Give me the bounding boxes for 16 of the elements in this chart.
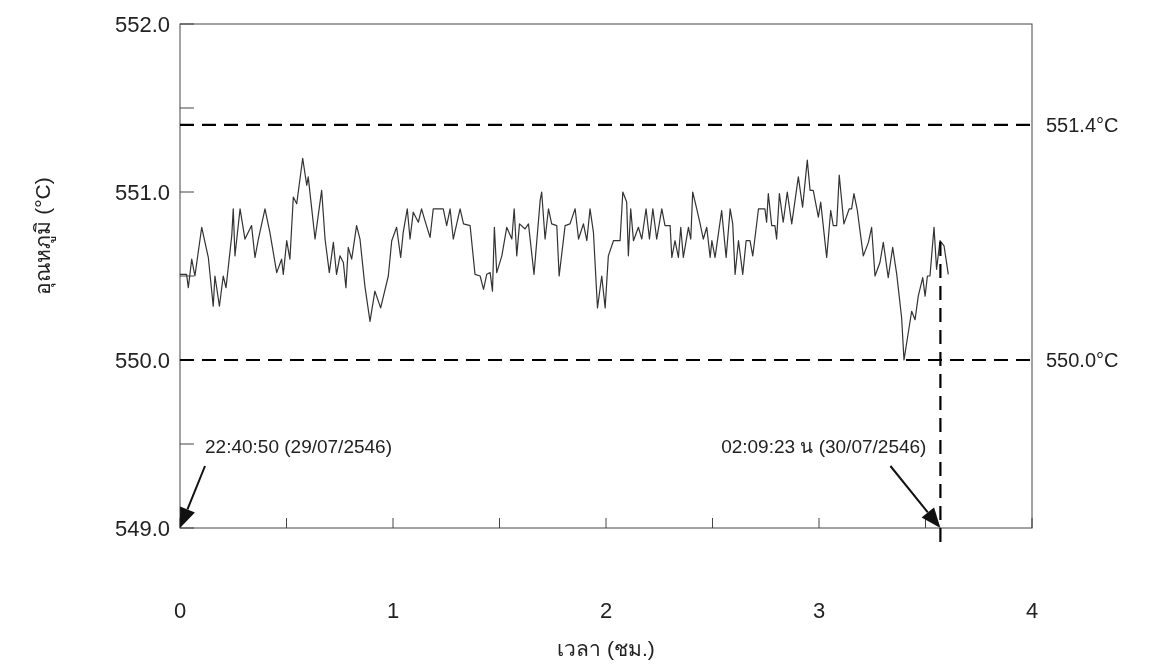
y-tick-label: 549.0 [114,515,170,541]
ref-line-label: 551.4°C [1046,113,1119,136]
ref-line-label: 550.0°C [1046,349,1119,371]
x-tick-label: 3 [812,598,826,623]
annotation: 02:09:23 น (30/07/2546) [721,436,927,457]
y-tick-label: 551.0 [114,179,170,205]
x-tick-label: 1 [386,598,400,623]
y-tick-label: 552.0 [114,11,170,37]
x-axis-title: เวลา (ชม.) [557,637,655,660]
line-series [179,157,949,361]
x-tick-label: 4 [1025,598,1039,623]
annotation: 22:40:50 (29/07/2546) [205,436,392,457]
x-tick-label: 2 [599,598,613,623]
y-tick-label: 550.0 [114,347,170,373]
x-tick-label: 0 [173,598,187,623]
y-axis-title: อุณหภูมิ (°C) [31,177,56,295]
